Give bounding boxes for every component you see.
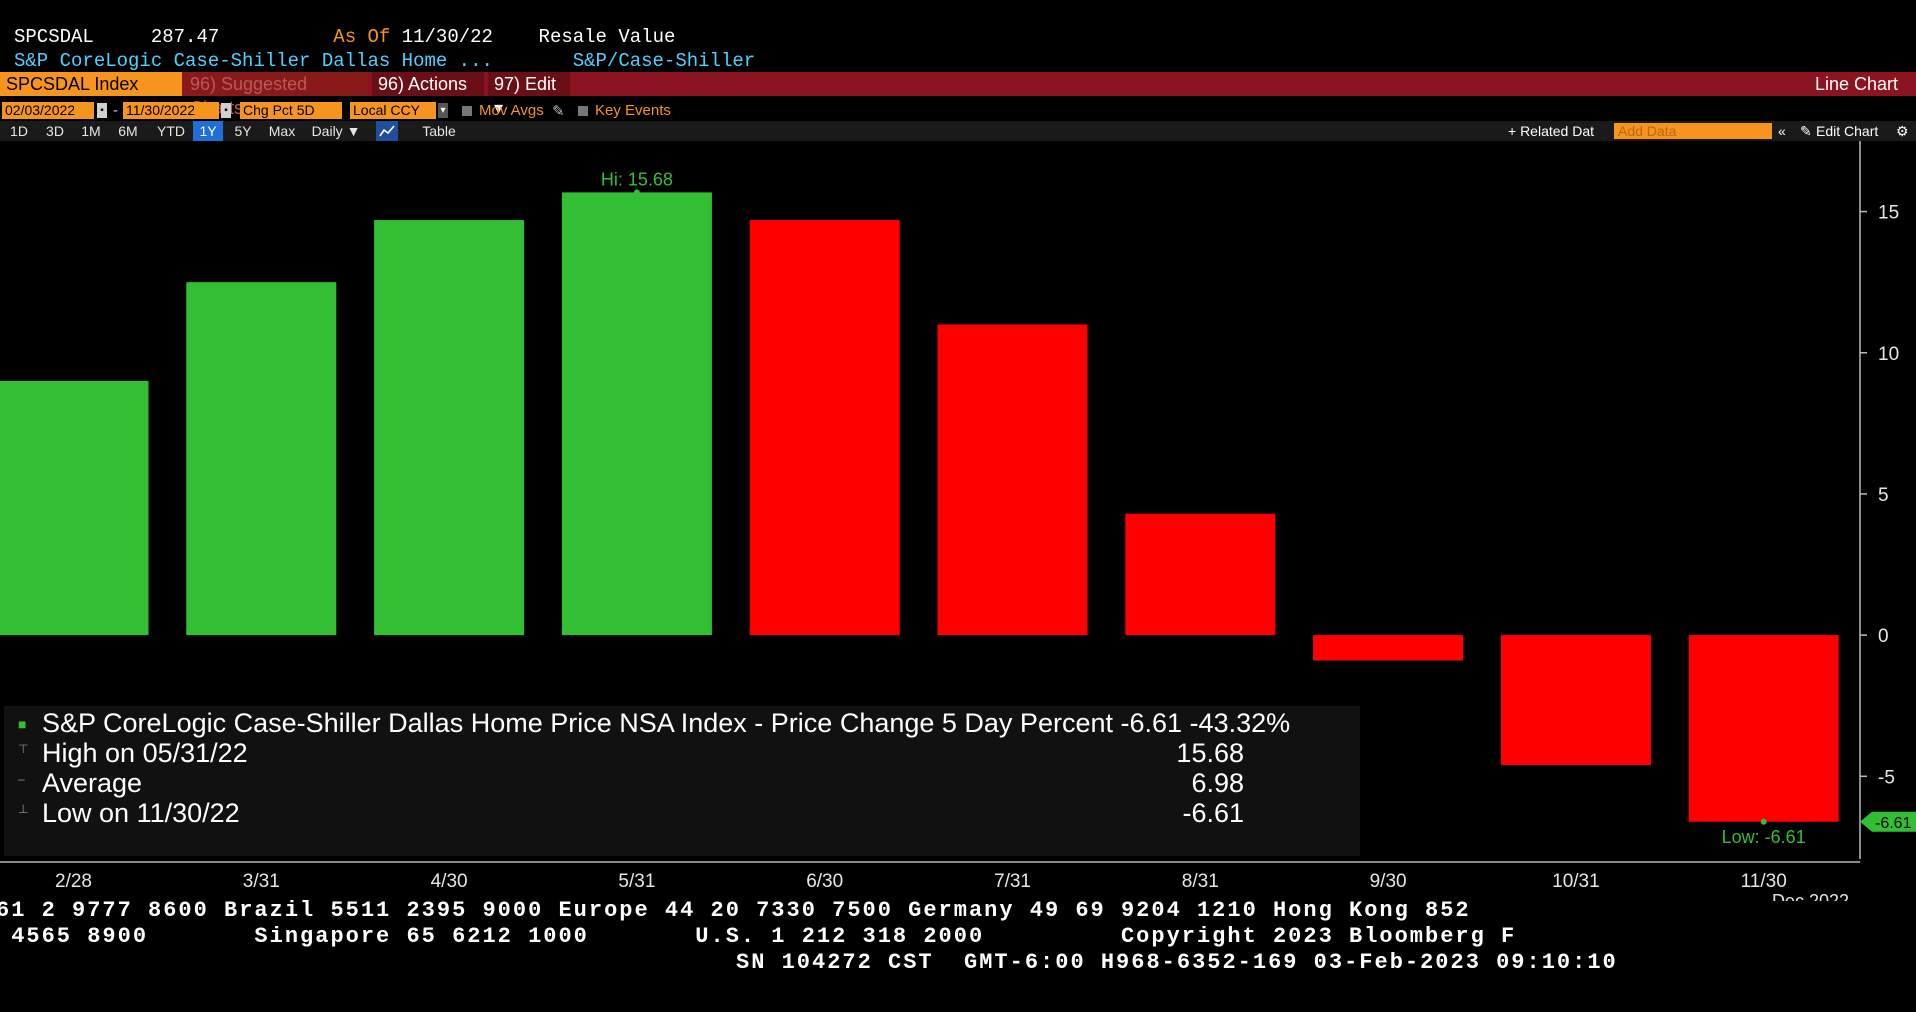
add-data-input[interactable]: Add Data xyxy=(1614,123,1772,139)
calendar-icon[interactable]: ▪ xyxy=(97,103,107,118)
gear-icon[interactable]: ⚙ xyxy=(1896,123,1909,139)
legend-high-value: 15.68 xyxy=(1176,738,1244,768)
as-of-label: As Of xyxy=(333,26,391,48)
contact-ticker-line1: 61 2 9777 8600 Brazil 5511 2395 9000 Eur… xyxy=(0,898,1471,923)
x-period-label: Dec 2022 xyxy=(1772,891,1849,901)
high-marker-icon: ⊤ xyxy=(18,742,29,756)
contact-ticker-line2: 4565 8900 Singapore 65 6212 1000 U.S. 1 … xyxy=(0,924,1517,949)
y-tick-label: 0 xyxy=(1878,626,1889,647)
bar-9-30 xyxy=(1313,635,1464,661)
x-tick-label: 4/30 xyxy=(431,871,468,892)
security-header: SPCSDAL 287.47 As Of 11/30/22 Resale Val… xyxy=(14,26,675,48)
edit-menu[interactable]: 97) Edit ▾ xyxy=(488,72,570,118)
security-name: S&P CoreLogic Case-Shiller Dallas Home .… xyxy=(14,50,493,72)
actions-menu[interactable]: 96) Actions ▾ xyxy=(372,72,484,118)
x-tick-label: 9/30 xyxy=(1370,871,1407,892)
high-annotation: Hi: 15.68 xyxy=(601,169,673,189)
chart-legend: ■ S&P CoreLogic Case-Shiller Dallas Home… xyxy=(4,706,1360,856)
price: 287.47 xyxy=(150,26,220,48)
period-1d[interactable]: 1D xyxy=(10,123,28,139)
last-value-label: -6.61 xyxy=(1875,815,1912,832)
bar-11-30 xyxy=(1688,635,1839,822)
session-info: SN 104272 CST GMT-6:00 H968-6352-169 03-… xyxy=(736,950,1618,975)
period-1y[interactable]: 1Y xyxy=(193,121,223,141)
bar-8-31 xyxy=(1125,513,1276,636)
pencil-icon[interactable]: ✎ xyxy=(1800,123,1812,139)
bar-4-30 xyxy=(374,220,525,636)
period-max[interactable]: Max xyxy=(268,123,296,139)
period-6m[interactable]: 6M xyxy=(118,123,138,139)
frequency-select[interactable]: Daily ▼ xyxy=(311,123,361,139)
average-marker-icon: – xyxy=(18,772,25,786)
low-point-marker xyxy=(1760,818,1767,825)
calendar-icon[interactable]: ▪ xyxy=(221,103,231,118)
value-type: Resale Value xyxy=(538,26,676,48)
bar-6-30 xyxy=(749,220,900,636)
bar-2-28 xyxy=(0,381,149,636)
legend-high-label: High on 05/31/22 xyxy=(42,738,248,768)
x-tick-label: 5/31 xyxy=(618,871,655,892)
key-events-checkbox[interactable] xyxy=(578,106,588,116)
legend-average-label: Average xyxy=(42,768,143,798)
high-point-marker xyxy=(633,189,640,196)
menu-bar: SPCSDAL Index 96) Suggested Charts 96) A… xyxy=(0,72,1916,118)
key-events-label: Key Events xyxy=(595,102,671,119)
low-annotation: Low: -6.61 xyxy=(1722,827,1806,847)
legend-low-value: -6.61 xyxy=(1182,798,1244,828)
data-source: S&P/Case-Shiller xyxy=(572,50,756,72)
date-separator: - xyxy=(113,102,118,119)
legend-low-label: Low on 11/30/22 xyxy=(42,798,240,828)
period-5y[interactable]: 5Y xyxy=(234,123,252,139)
x-tick-label: 11/30 xyxy=(1741,871,1787,892)
y-tick-label: 5 xyxy=(1878,485,1889,506)
bar-10-31 xyxy=(1500,635,1651,765)
y-tick-label: -5 xyxy=(1878,767,1895,788)
last-value-tag xyxy=(1860,811,1916,832)
security-subheader: S&P CoreLogic Case-Shiller Dallas Home .… xyxy=(14,50,755,72)
related-data-button[interactable]: + Related Dat xyxy=(1508,123,1594,139)
start-date-input[interactable]: 02/03/2022 xyxy=(2,102,94,119)
x-tick-label: 2/28 xyxy=(55,871,92,892)
series-color-swatch: ■ xyxy=(18,716,27,732)
y-tick-label: 10 xyxy=(1878,344,1899,365)
legend-average-value: 6.98 xyxy=(1191,768,1244,798)
chevron-down-icon[interactable]: ▾ xyxy=(438,103,448,118)
period-toolbar: 1D 3D 1M 6M YTD 1Y 5Y Max Daily ▼ Table … xyxy=(0,121,1916,141)
collapse-icon[interactable]: « xyxy=(1778,123,1786,139)
pencil-icon[interactable]: ✎ xyxy=(552,103,565,120)
field-select[interactable]: Chg Pct 5D xyxy=(240,102,342,119)
as-of-date: 11/30/22 xyxy=(401,26,493,48)
chart-type-label: Line Chart xyxy=(1814,74,1898,94)
mov-avgs-label: Mov Avgs xyxy=(479,102,544,119)
period-3d[interactable]: 3D xyxy=(46,123,64,139)
edit-chart-button[interactable]: Edit Chart xyxy=(1816,123,1879,139)
table-button[interactable]: Table xyxy=(422,123,456,139)
bar-chart: 15 10 5 0 -5 -6.61 2/28 3/31 4/30 5/31 6/30 7/31 8/… xyxy=(0,141,1916,901)
ticker: SPCSDAL xyxy=(14,26,94,48)
x-tick-label: 8/31 xyxy=(1182,871,1219,892)
x-tick-label: 6/30 xyxy=(806,871,843,892)
line-chart-icon[interactable] xyxy=(376,121,398,141)
y-tick-label: 15 xyxy=(1878,203,1899,224)
bar-3-31 xyxy=(186,282,337,636)
x-tick-label: 10/31 xyxy=(1552,871,1600,892)
bar-5-31 xyxy=(561,192,712,636)
period-1m[interactable]: 1M xyxy=(81,123,101,139)
suggested-charts-button[interactable]: 96) Suggested Charts xyxy=(184,72,368,118)
legend-title: S&P CoreLogic Case-Shiller Dallas Home P… xyxy=(42,708,1291,738)
index-field[interactable]: SPCSDAL Index xyxy=(0,72,182,96)
x-tick-label: 7/31 xyxy=(994,871,1031,892)
controls-row: 02/03/2022 ▪ - 11/30/2022 ▪ Chg Pct 5D L… xyxy=(0,100,1916,122)
x-tick-label: 3/31 xyxy=(243,871,280,892)
low-marker-icon: ⊥ xyxy=(18,802,29,816)
mov-avgs-checkbox[interactable] xyxy=(462,106,472,116)
period-ytd[interactable]: YTD xyxy=(157,123,185,139)
end-date-input[interactable]: 11/30/2022 xyxy=(123,102,219,119)
currency-select[interactable]: Local CCY xyxy=(350,102,436,119)
bar-7-31 xyxy=(937,324,1088,636)
